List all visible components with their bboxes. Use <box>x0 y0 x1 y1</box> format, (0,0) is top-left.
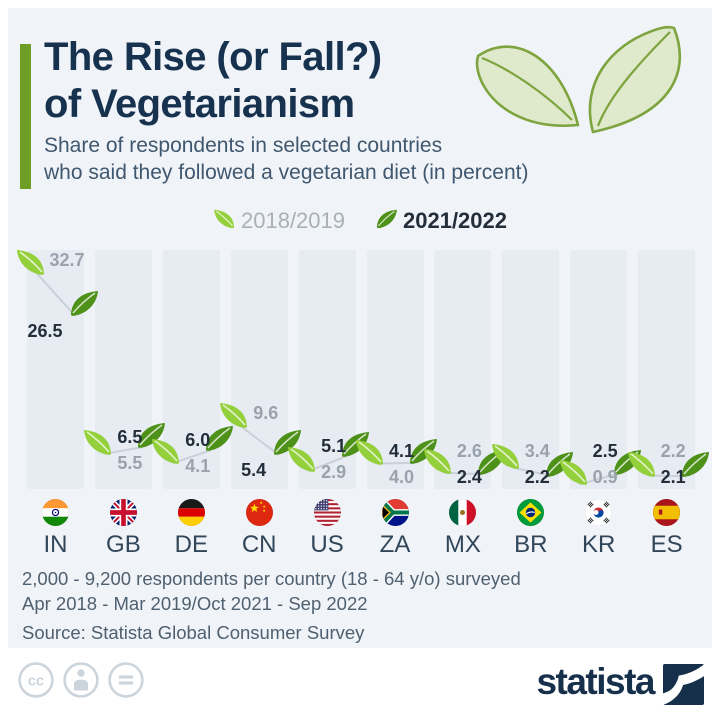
cc-by-icon <box>62 661 100 704</box>
country-code-MX: MX <box>444 531 481 558</box>
leaf-marker-2018-MX <box>422 448 454 475</box>
legend-label-2018: 2018/2019 <box>241 208 345 233</box>
cc-nd-icon <box>107 661 145 704</box>
leaf-marker-2018-ZA <box>354 439 386 466</box>
value-2021-GB: 6.5 <box>117 427 143 448</box>
decorative-leaves-illustration <box>452 22 702 152</box>
country-code-ES: ES <box>650 531 683 558</box>
country-code-CN: CN <box>241 531 277 558</box>
survey-period-note: Apr 2018 - Mar 2019/Oct 2021 - Sep 2022 <box>22 593 368 614</box>
value-2021-KR: 2.5 <box>592 441 618 461</box>
legend-item-2018: 2018/2019 <box>213 208 345 234</box>
column-bar-KR <box>570 250 628 489</box>
flag-icon-ZA <box>381 498 409 527</box>
flag-icon-GB <box>109 498 137 527</box>
leaf-2021-icon <box>375 209 398 234</box>
flag-icon-MX <box>449 498 477 527</box>
country-code-BR: BR <box>514 531 548 558</box>
leaf-marker-2018-ES <box>626 451 658 478</box>
flag-icon-CN <box>245 498 273 527</box>
leaf-marker-2021-US <box>339 431 371 458</box>
country-code-DE: DE <box>174 531 208 558</box>
flag-icon-ES <box>653 498 681 527</box>
leaf-marker-2021-CN <box>271 429 303 456</box>
page-title: The Rise (or Fall?) of Vegetarianism <box>44 34 382 128</box>
bottom-bar: cc statista <box>0 648 720 720</box>
leaf-marker-2018-CN <box>218 402 250 429</box>
flag-icon-BR <box>517 498 545 527</box>
leaf-marker-2021-DE <box>203 425 235 452</box>
value-2018-CN: 9.6 <box>253 402 279 423</box>
leaf-marker-2021-GB <box>135 422 167 449</box>
source-note: Source: Statista Global Consumer Survey <box>22 622 365 643</box>
value-2018-IN: 32.7 <box>49 250 85 271</box>
column-bar-BR <box>502 250 560 489</box>
leaf-marker-2018-BR <box>490 443 522 470</box>
legend-label-2021: 2021/2022 <box>403 208 507 233</box>
column-bar-ES <box>638 250 696 489</box>
leaf-marker-2018-IN <box>15 249 47 276</box>
value-2021-IN: 26.5 <box>27 321 63 342</box>
leaf-marker-2021-BR <box>543 451 575 478</box>
value-2018-ES: 2.2 <box>660 441 686 461</box>
leaf-marker-2021-ZA <box>407 438 439 465</box>
value-2021-DE: 6.0 <box>185 430 211 451</box>
leaf-2018-icon <box>213 209 236 234</box>
leaf-marker-2021-ES <box>679 451 711 478</box>
chart-subtitle: Share of respondents in selected countri… <box>44 132 528 186</box>
column-bar-MX <box>434 250 492 489</box>
value-2018-DE: 4.1 <box>185 456 211 477</box>
flag-icon-DE <box>177 498 205 527</box>
value-2021-ZA: 4.1 <box>388 441 414 461</box>
subtitle-line-1: Share of respondents in selected countri… <box>44 134 443 157</box>
value-2018-MX: 2.6 <box>456 441 482 461</box>
value-2021-US: 5.1 <box>321 436 347 457</box>
title-accent-bar <box>20 44 31 189</box>
flag-icon-KR <box>585 498 613 527</box>
column-bar-IN <box>27 250 84 489</box>
flag-icon-IN <box>41 498 70 527</box>
footer-note: 2,000 - 9,200 respondents per country (1… <box>22 566 521 645</box>
value-2021-ES: 2.1 <box>660 467 686 487</box>
leaf-marker-2018-DE <box>150 438 182 465</box>
country-code-US: US <box>310 531 344 558</box>
svg-text:cc: cc <box>28 674 44 690</box>
leaf-marker-2021-IN <box>68 290 100 317</box>
value-2018-KR: 0.9 <box>592 467 618 487</box>
value-2018-GB: 5.5 <box>117 453 143 474</box>
statista-wordmark: statista <box>536 661 655 702</box>
survey-sample-note: 2,000 - 9,200 respondents per country (1… <box>22 568 521 589</box>
leaf-marker-2018-KR <box>558 459 590 486</box>
country-code-IN: IN <box>43 531 68 558</box>
value-2018-US: 2.9 <box>321 462 347 483</box>
value-2021-BR: 2.2 <box>524 467 550 487</box>
country-code-ZA: ZA <box>379 531 411 558</box>
cc-icon: cc <box>17 661 55 704</box>
title-line-1: The Rise (or Fall?) <box>44 35 382 79</box>
value-2018-BR: 3.4 <box>524 441 550 461</box>
country-code-GB: GB <box>106 531 141 558</box>
leaf-marker-2018-GB <box>82 429 114 456</box>
statista-branding: statista <box>536 648 704 720</box>
country-code-KR: KR <box>582 531 616 558</box>
chart-legend: 2018/2019 2021/2022 <box>0 208 720 234</box>
value-2021-MX: 2.4 <box>456 467 482 487</box>
title-line-2: of Vegetarianism <box>44 82 355 126</box>
legend-item-2021: 2021/2022 <box>375 208 507 234</box>
statista-logo-icon <box>663 663 704 705</box>
subtitle-line-2: who said they followed a vegetarian diet… <box>44 161 529 184</box>
value-2018-ZA: 4.0 <box>388 467 414 487</box>
value-2021-CN: 5.4 <box>241 460 267 481</box>
license-icons: cc <box>17 661 145 704</box>
leaf-marker-2018-US <box>286 446 318 473</box>
flag-icon-US <box>313 498 341 527</box>
